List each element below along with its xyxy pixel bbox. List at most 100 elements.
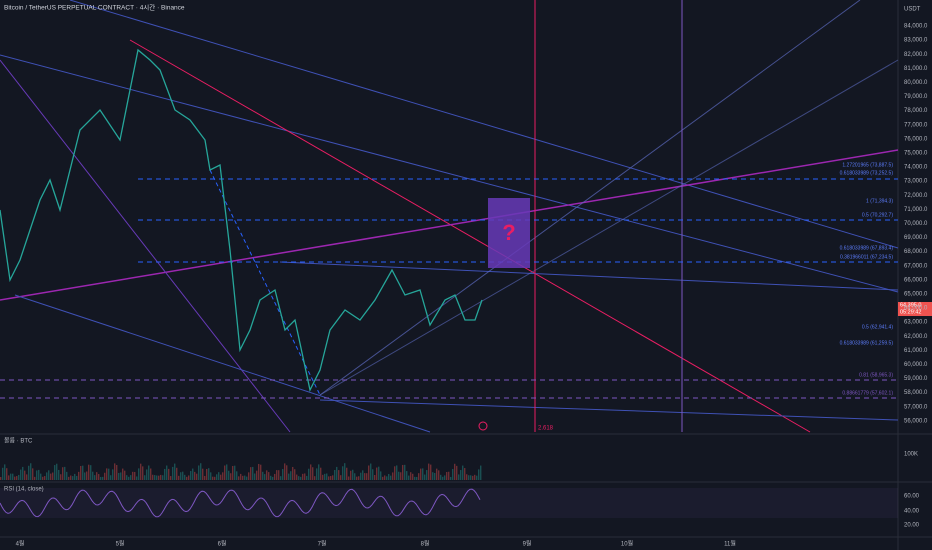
volume-bar [272, 476, 274, 480]
volume-bar [98, 474, 100, 480]
volume-bar [206, 468, 208, 480]
fib-label: 0.381966011 (67,234.5) [840, 254, 893, 260]
volume-bar [108, 468, 110, 480]
fib-label: 1.27201965 (73,887.5) [842, 162, 893, 168]
volume-bar [320, 467, 322, 480]
volume-bar [304, 473, 306, 480]
volume-bar [414, 476, 416, 480]
volume-bar [380, 471, 382, 480]
volume-bar [346, 467, 348, 480]
time-label: 7월 [318, 540, 327, 548]
volume-bar [58, 469, 60, 480]
volume-bar [2, 467, 4, 480]
volume-axis-label: 100K [904, 452, 918, 458]
symbol-title: Bitcoin / TetherUS PERPETUAL CONTRACT · … [4, 3, 185, 12]
price-line [0, 48, 483, 392]
volume-bar [256, 470, 258, 480]
volume-bar [74, 473, 76, 480]
time-label: 9월 [523, 540, 532, 548]
volume-bar [460, 470, 462, 480]
volume-bar [60, 474, 62, 480]
volume-bar [80, 465, 82, 480]
volume-bar [276, 470, 278, 480]
volume-bar [90, 465, 92, 480]
volume-bar [8, 475, 10, 480]
price-label: 72,000.0 [904, 193, 928, 199]
volume-bar [326, 473, 328, 480]
volume-bar [72, 476, 74, 480]
volume-bar [462, 465, 464, 480]
volume-bar [34, 476, 36, 480]
volume-bar [400, 472, 402, 480]
volume-bar [22, 466, 24, 480]
volume-bar [70, 475, 72, 480]
volume-bar [168, 468, 170, 480]
volume-bar [448, 471, 450, 480]
volume-bar [238, 476, 240, 480]
volume-bar [450, 476, 452, 480]
volume-bar [474, 474, 476, 480]
volume-bar [110, 475, 112, 480]
volume-bar [312, 467, 314, 480]
volume-bar [466, 474, 468, 480]
volume-bar [78, 471, 80, 480]
volume-bar [284, 463, 286, 480]
price-label: 67,000.0 [904, 263, 928, 269]
volume-bar [4, 464, 6, 480]
volume-bar [456, 465, 458, 480]
volume-bar [310, 464, 312, 480]
volume-bar [314, 476, 316, 480]
time-label: 10월 [621, 540, 633, 548]
volume-bar [218, 472, 220, 480]
volume-bar [280, 476, 282, 480]
volume-bar [458, 474, 460, 480]
fib-label: 0.81 (58,965.3) [859, 372, 893, 378]
volume-bar [438, 470, 440, 480]
volume-bar [156, 475, 158, 480]
volume-bar [166, 465, 168, 480]
volume-bar [352, 469, 354, 480]
volume-bar [340, 475, 342, 480]
volume-bar [116, 464, 118, 480]
price-label: 76,000.0 [904, 136, 928, 142]
price-label: 60,000.0 [904, 362, 928, 368]
last-price: 64,395.0 [900, 302, 921, 308]
volume-bar [270, 475, 272, 480]
volume-bar [42, 476, 44, 480]
volume-bar [106, 468, 108, 480]
volume-bar [368, 465, 370, 480]
price-label: 69,000.0 [904, 235, 928, 241]
volume-bar [420, 468, 422, 480]
volume-bar [336, 466, 338, 480]
volume-bar [120, 472, 122, 480]
volume-bar [184, 474, 186, 480]
volume-bar [384, 475, 386, 480]
volume-bar [0, 477, 2, 480]
volume-bar [454, 463, 456, 480]
volume-bar [250, 467, 252, 480]
volume-bar [370, 463, 372, 480]
volume-bar [134, 471, 136, 480]
volume-bar [10, 473, 12, 480]
volume-bar [158, 475, 160, 480]
volume-bar [30, 463, 32, 480]
volume-bar [170, 476, 172, 480]
volume-bar [258, 463, 260, 480]
volume-bar [388, 473, 390, 480]
volume-bar [196, 473, 198, 480]
event-icon[interactable] [478, 421, 488, 431]
price-label: 62,000.0 [904, 334, 928, 340]
volume-bar [152, 474, 154, 480]
volume-bar [124, 470, 126, 480]
currency: USDT [904, 7, 921, 13]
volume-bar [188, 475, 190, 480]
volume-bar [404, 464, 406, 480]
time-label: 11월 [724, 540, 736, 548]
volume-title: 볼륨 · BTC [4, 438, 33, 445]
volume-bar [424, 474, 426, 480]
volume-bar [48, 470, 50, 480]
volume-bar [136, 476, 138, 480]
